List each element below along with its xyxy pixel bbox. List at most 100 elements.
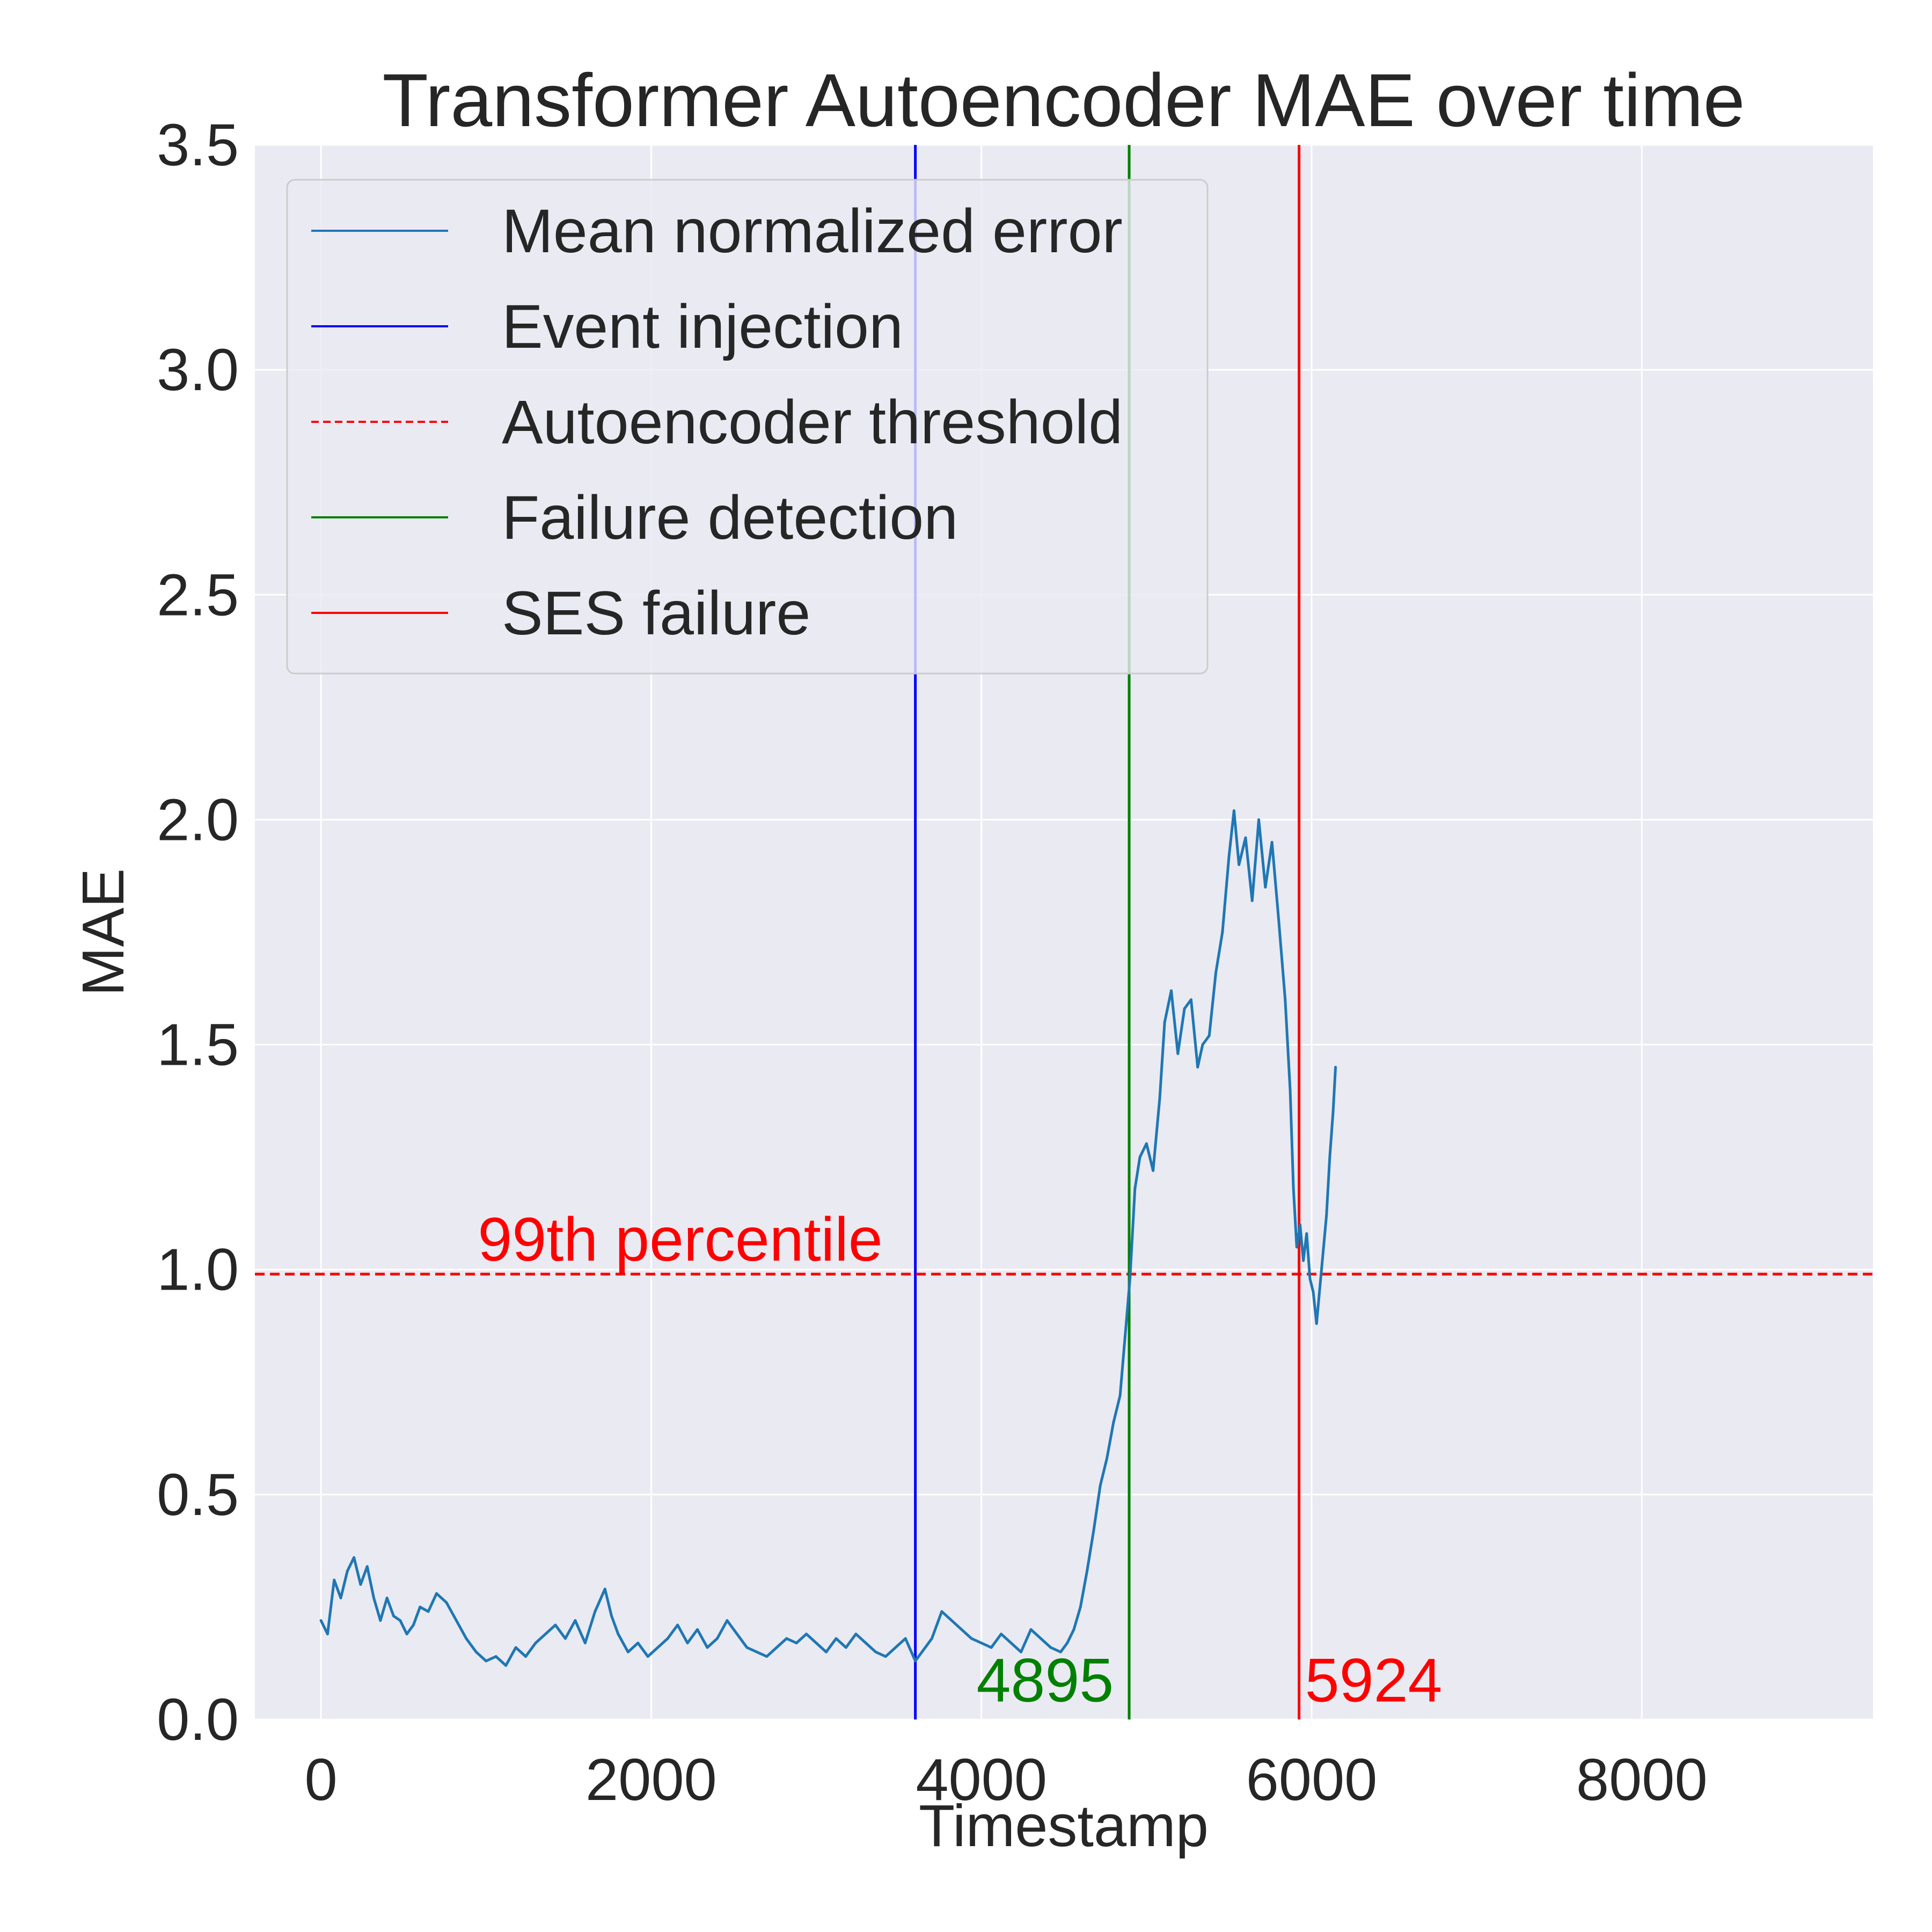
x-tick-label: 4000 xyxy=(916,1747,1047,1813)
data-point xyxy=(970,1637,973,1640)
data-point xyxy=(854,1633,858,1636)
data-point xyxy=(1158,1097,1161,1100)
y-axis: 0.0 0.5 1.0 1.5 2.0 2.5 3.0 3.5 xyxy=(157,112,239,1753)
data-point xyxy=(1138,1155,1141,1159)
annotation-label: 99th percentile xyxy=(478,1205,882,1274)
data-point xyxy=(1298,1223,1301,1226)
data-point xyxy=(564,1637,567,1640)
data-point xyxy=(1238,863,1241,866)
data-point xyxy=(465,1637,468,1640)
data-point xyxy=(1325,1214,1328,1217)
data-point xyxy=(594,1610,597,1613)
data-point xyxy=(745,1646,749,1649)
legend-label: Mean normalized error xyxy=(502,197,1123,266)
data-point xyxy=(1000,1633,1003,1636)
data-point xyxy=(1208,1034,1211,1037)
legend-label: Failure detection xyxy=(502,484,958,552)
y-tick-label: 2.5 xyxy=(157,562,239,628)
y-tick-label: 1.0 xyxy=(157,1237,239,1303)
data-point xyxy=(775,1646,778,1649)
data-point xyxy=(455,1619,458,1622)
data-point xyxy=(636,1641,640,1644)
data-point xyxy=(795,1641,798,1644)
data-point xyxy=(1315,1322,1318,1325)
x-axis: 0 2000 4000 6000 8000 xyxy=(304,1747,1707,1813)
data-point xyxy=(1244,836,1247,839)
data-point xyxy=(365,1565,369,1568)
data-point xyxy=(950,1619,953,1622)
y-tick-label: 0.5 xyxy=(157,1462,239,1528)
data-point xyxy=(1105,1457,1108,1460)
data-point xyxy=(617,1633,620,1636)
data-point xyxy=(1264,885,1267,889)
data-point xyxy=(1145,1142,1148,1145)
data-point xyxy=(706,1646,709,1649)
legend-label: SES failure xyxy=(502,579,810,648)
data-point xyxy=(1163,1021,1166,1024)
y-tick-label: 1.5 xyxy=(157,1012,239,1078)
data-point xyxy=(765,1655,769,1658)
data-point xyxy=(474,1650,478,1653)
data-point xyxy=(1118,1394,1122,1397)
data-point xyxy=(445,1601,448,1604)
data-point xyxy=(1328,1155,1331,1159)
data-point xyxy=(319,1619,323,1622)
data-point xyxy=(583,1641,587,1644)
data-point xyxy=(626,1650,630,1653)
data-point xyxy=(874,1650,877,1653)
data-point xyxy=(1308,1277,1312,1280)
x-axis-label: Timestamp xyxy=(919,1793,1209,1859)
data-point xyxy=(785,1637,788,1640)
data-point xyxy=(1277,917,1280,920)
data-point xyxy=(1257,818,1261,821)
data-point xyxy=(990,1646,993,1649)
data-point xyxy=(385,1597,389,1600)
data-point xyxy=(1284,998,1287,1001)
data-point xyxy=(1221,931,1224,934)
data-point xyxy=(904,1637,907,1640)
data-point xyxy=(1169,989,1173,992)
data-point xyxy=(419,1605,422,1608)
data-point xyxy=(715,1637,719,1640)
data-point xyxy=(894,1646,897,1649)
data-point xyxy=(1152,1169,1155,1172)
data-point xyxy=(960,1628,963,1631)
data-point xyxy=(646,1655,649,1658)
x-tick-label: 2000 xyxy=(586,1747,717,1813)
data-point xyxy=(1232,809,1235,813)
data-point xyxy=(1302,1259,1305,1262)
data-point xyxy=(326,1633,329,1636)
data-point xyxy=(372,1597,376,1600)
data-point xyxy=(914,1659,917,1663)
data-point xyxy=(574,1619,577,1622)
legend-label: Autoencoder threshold xyxy=(502,388,1123,457)
data-point xyxy=(504,1664,508,1667)
data-point xyxy=(554,1623,557,1627)
data-point xyxy=(524,1655,528,1658)
data-point xyxy=(427,1610,430,1613)
data-point xyxy=(1250,899,1254,902)
data-point xyxy=(1133,1187,1137,1190)
data-point xyxy=(1183,1007,1186,1011)
data-point xyxy=(1295,1246,1298,1249)
data-point xyxy=(339,1597,342,1600)
data-point xyxy=(676,1623,679,1627)
chart-title: Transformer Autoencoder MAE over time xyxy=(382,58,1745,142)
data-point xyxy=(359,1583,362,1586)
data-point xyxy=(1129,1277,1132,1280)
data-point xyxy=(824,1650,828,1653)
data-point xyxy=(1189,998,1192,1001)
data-point xyxy=(686,1641,689,1644)
annotations: 99th percentile 4895 5924 xyxy=(478,1205,1442,1715)
data-point xyxy=(940,1610,943,1613)
data-point xyxy=(1112,1421,1115,1424)
data-point xyxy=(726,1619,729,1622)
data-point xyxy=(1092,1529,1095,1532)
data-point xyxy=(1086,1569,1089,1572)
data-point xyxy=(1201,1043,1204,1046)
data-point xyxy=(392,1614,395,1618)
legend-label: Event injection xyxy=(502,292,903,361)
data-point xyxy=(1227,854,1231,857)
data-point xyxy=(534,1641,537,1644)
